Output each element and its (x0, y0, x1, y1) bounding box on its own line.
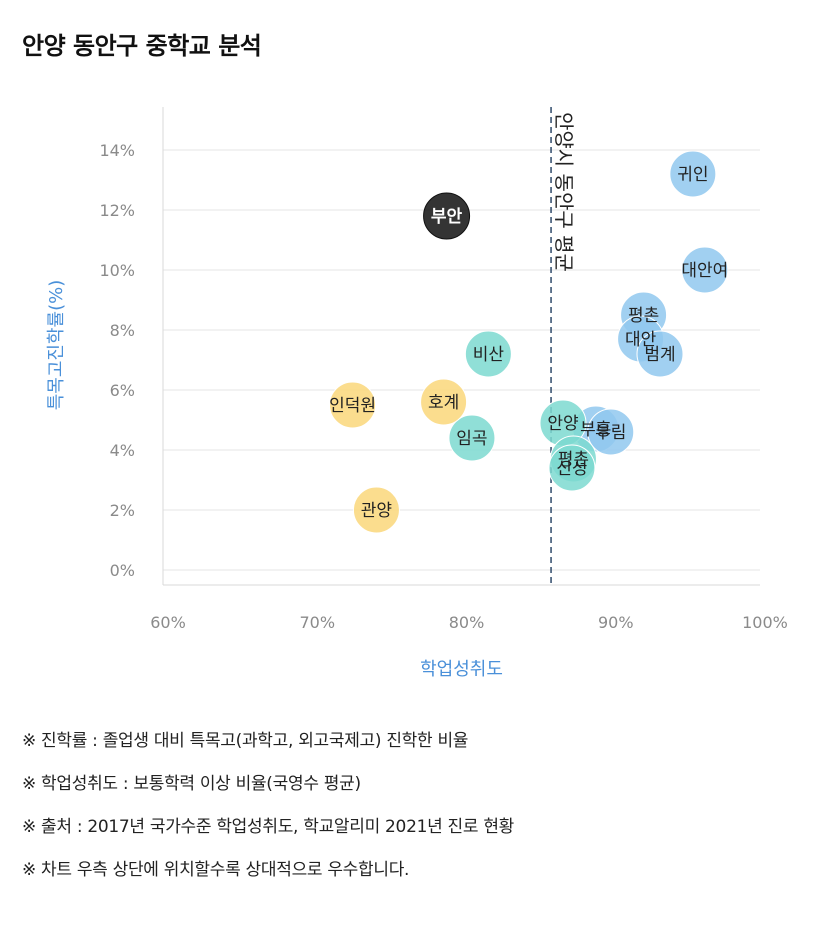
x-tick-label: 90% (598, 613, 634, 632)
average-reference-label: 안양시 동안구 평균 (552, 112, 576, 272)
y-tick-label: 2% (110, 501, 135, 520)
data-point (448, 414, 496, 462)
data-point-label: 안양 (547, 414, 578, 434)
data-point-label: 신성 (556, 459, 587, 479)
data-point-label: 대안 (625, 330, 657, 350)
y-tick-label: 14% (99, 141, 135, 160)
y-tick-label: 8% (110, 321, 135, 340)
x-tick-label: 80% (449, 613, 485, 632)
data-point-label: 대안여 (681, 261, 728, 281)
data-point (669, 150, 717, 198)
y-tick-label: 6% (110, 381, 135, 400)
y-tick-label: 10% (99, 261, 135, 280)
note-1: ※ 진학률 : 졸업생 대비 특목고(과학고, 외고국제고) 진학한 비율 (22, 731, 469, 751)
data-point (329, 381, 377, 429)
x-tick-label: 100% (742, 613, 788, 632)
data-point-label: 인덕원 (329, 396, 376, 416)
x-tick-label: 70% (299, 613, 335, 632)
data-point-label: 범계 (644, 345, 675, 365)
y-axis-title: 특목고진학률(%) (46, 280, 67, 411)
data-point (636, 330, 684, 378)
data-point-label: 부흥 (580, 420, 611, 440)
data-point-label: 부림 (595, 423, 626, 443)
data-point (587, 408, 635, 456)
data-point (423, 192, 471, 240)
chart-title: 안양 동안구 중학교 분석 (22, 32, 262, 60)
y-tick-label: 0% (110, 561, 135, 580)
data-point-label: 호계 (428, 393, 459, 413)
x-tick-label: 60% (150, 613, 186, 632)
data-point (548, 444, 596, 492)
notes: ※ 진학률 : 졸업생 대비 특목고(과학고, 외고국제고) 진학한 비율 ※ … (22, 720, 812, 892)
data-point-label: 부안 (431, 207, 463, 227)
data-point (464, 330, 512, 378)
data-point-label: 관양 (361, 501, 392, 521)
x-axis-title: 학업성취도 (420, 659, 503, 680)
y-tick-label: 12% (99, 201, 135, 220)
note-2: ※ 학업성취도 : 보통학력 이상 비율(국영수 평균) (22, 774, 361, 794)
data-point (352, 486, 400, 534)
note-3: ※ 출처 : 2017년 국가수준 학업성취도, 학교알리미 2021년 진로 … (22, 817, 515, 837)
data-point-label: 평촌 (558, 450, 589, 470)
data-point (420, 378, 468, 426)
data-point-label: 임곡 (456, 429, 487, 449)
note-4: ※ 차트 우측 상단에 위치할수록 상대적으로 우수합니다. (22, 860, 410, 880)
scatter-chart: 0% 2% 4% 6% 8% 10% 12% 14% 60% 70% 80% 90% 100% 학업성취도… (46, 107, 788, 680)
data-point-label: 평촌 (628, 306, 659, 326)
data-point-label: 비산 (473, 345, 505, 365)
y-tick-label: 4% (110, 441, 135, 460)
data-point-label: 귀인 (677, 165, 708, 185)
data-point (681, 246, 729, 294)
